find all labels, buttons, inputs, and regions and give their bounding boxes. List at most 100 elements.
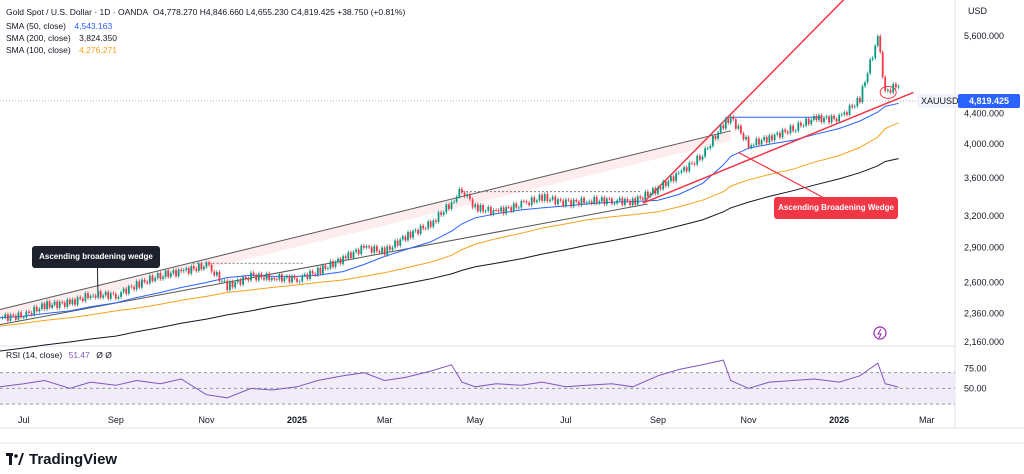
candle-body xyxy=(859,97,861,103)
candle-body xyxy=(58,301,61,309)
candle-body xyxy=(471,199,474,208)
candle-body xyxy=(670,176,672,182)
candle-body xyxy=(435,220,437,222)
candle-body xyxy=(450,202,453,209)
candle-body xyxy=(541,194,544,201)
sma200-value: 3,824.350 xyxy=(79,33,117,43)
candle-body xyxy=(517,207,520,209)
candle-body xyxy=(685,167,688,172)
candle-body xyxy=(234,282,237,288)
symbol-line: Gold Spot / U.S. Dollar · 1D · OANDA xyxy=(6,7,149,17)
candle-body xyxy=(644,191,647,200)
candle-body xyxy=(355,249,357,252)
candle-body xyxy=(626,199,629,201)
sma200-legend[interactable]: SMA (200, close) 3,824.350 xyxy=(6,32,117,44)
candle-body xyxy=(719,125,722,133)
candle-body xyxy=(25,311,28,318)
rsi-label: RSI (14, close) xyxy=(6,350,63,360)
candle-body xyxy=(830,115,833,123)
candle-body xyxy=(528,202,531,206)
annotation-right[interactable]: Ascending Broadening Wedge xyxy=(774,197,898,219)
candle-body xyxy=(693,163,696,165)
candle-body xyxy=(727,118,730,123)
time-tick-label: Mar xyxy=(919,415,935,425)
candle-body xyxy=(339,258,342,264)
candle-body xyxy=(641,198,644,200)
candle-body xyxy=(87,293,89,299)
candle-body xyxy=(662,181,665,190)
candle-body xyxy=(530,197,533,206)
rsi-extra: Ø Ø xyxy=(96,350,112,360)
rsi-tick-label: 75.00 xyxy=(964,364,987,374)
candle-body xyxy=(747,137,750,148)
annotation-left[interactable]: Ascending broadening wedge xyxy=(32,246,160,268)
candle-body xyxy=(298,281,301,283)
candle-body xyxy=(763,136,766,141)
time-tick-label: Jul xyxy=(18,415,30,425)
candle-body xyxy=(427,221,430,229)
candle-body xyxy=(580,197,583,206)
time-tick-label: Sep xyxy=(650,415,666,425)
candle-body xyxy=(688,162,691,172)
sma50-legend[interactable]: SMA (50, close) 4,543.163 xyxy=(6,20,112,32)
candles xyxy=(1,34,900,323)
candle-body xyxy=(205,262,208,267)
candle-body xyxy=(502,207,505,214)
sma100-legend[interactable]: SMA (100, close) 4,276.271 xyxy=(6,44,117,56)
candle-body xyxy=(570,200,572,207)
candle-body xyxy=(84,293,87,302)
candle-body xyxy=(146,281,149,284)
candle-body xyxy=(593,196,596,204)
price-tick-label: 4,000.000 xyxy=(964,139,1004,149)
candle-body xyxy=(120,292,122,297)
candle-body xyxy=(172,270,175,274)
candle-body xyxy=(324,265,327,269)
currency-label[interactable]: USD xyxy=(968,6,988,16)
candle-body xyxy=(257,273,260,281)
candle-body xyxy=(704,148,707,157)
candle-body xyxy=(97,291,100,298)
channel-band xyxy=(0,130,731,320)
price-tick-label: 3,200.000 xyxy=(964,211,1004,221)
candle-body xyxy=(301,275,304,282)
candle-body xyxy=(391,247,394,250)
candle-body xyxy=(327,268,329,270)
candle-body xyxy=(500,207,503,212)
tradingview-logo[interactable]: TradingView xyxy=(6,451,117,468)
candle-body xyxy=(104,291,107,296)
candle-body xyxy=(487,206,490,211)
candle-body xyxy=(828,116,830,123)
candle-body xyxy=(629,200,632,206)
time-tick-label: Nov xyxy=(741,415,758,425)
candle-body xyxy=(590,201,593,204)
candle-body xyxy=(154,277,157,281)
rsi-value: 51.47 xyxy=(68,350,90,360)
candle-body xyxy=(680,170,683,173)
price-tick-label: 2,160.000 xyxy=(964,337,1004,347)
candle-body xyxy=(771,135,773,141)
time-tick-label: Jul xyxy=(560,415,572,425)
candle-body xyxy=(122,288,125,293)
candle-body xyxy=(805,118,808,126)
candle-body xyxy=(109,293,112,299)
candle-body xyxy=(760,140,763,145)
candle-body xyxy=(409,232,412,238)
candle-body xyxy=(386,246,389,255)
candle-body xyxy=(48,301,51,308)
candle-body xyxy=(797,122,800,131)
candle-body xyxy=(283,277,286,282)
symbol-header: Gold Spot / U.S. Dollar · 1D · OANDA O4,… xyxy=(6,6,405,18)
rsi-legend[interactable]: RSI (14, close) 51.47 Ø Ø xyxy=(6,349,112,361)
candle-body xyxy=(9,314,12,321)
candle-body xyxy=(133,286,135,290)
candle-body xyxy=(260,273,263,278)
last-price-badge: 4,819.425 xyxy=(958,94,1020,108)
candle-body xyxy=(884,77,887,91)
time-tick-label: Sep xyxy=(108,415,124,425)
candle-body xyxy=(440,212,443,215)
candle-body xyxy=(469,194,471,200)
candle-body xyxy=(223,280,226,282)
candle-body xyxy=(394,240,396,248)
